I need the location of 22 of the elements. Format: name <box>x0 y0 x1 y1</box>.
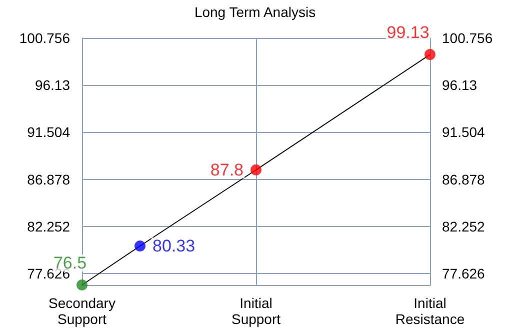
data-label: 80.33 <box>152 236 196 256</box>
y2-tick-label: 77.626 <box>442 266 486 282</box>
point <box>76 280 88 290</box>
y2-tick-label: 86.878 <box>442 171 486 188</box>
y2-tick-label: 100.756 <box>442 30 493 46</box>
y2-tick-label: 91.504 <box>442 124 486 140</box>
point <box>424 49 436 60</box>
y2-tick-label: 82.252 <box>442 218 486 234</box>
point <box>134 240 146 252</box>
y-tick-label: 86.878 <box>27 171 70 188</box>
y-tick-label: 91.504 <box>27 124 70 140</box>
y2-tick-label: 96.13 <box>442 77 478 94</box>
y-tick-label: 82.252 <box>27 218 70 234</box>
data-label: 87.8 <box>210 160 244 180</box>
y-tick-label: 100.756 <box>19 30 70 46</box>
y-tick-label: 96.13 <box>34 77 70 94</box>
x-tick-label: Initial Resistance <box>395 295 465 327</box>
point <box>250 164 262 176</box>
x-tick-label: Initial Support <box>231 295 281 327</box>
data-label: 99.13 <box>386 23 430 42</box>
x-tick-label: Secondary Support <box>48 295 116 327</box>
chart-title: Long Term Analysis <box>194 4 316 20</box>
